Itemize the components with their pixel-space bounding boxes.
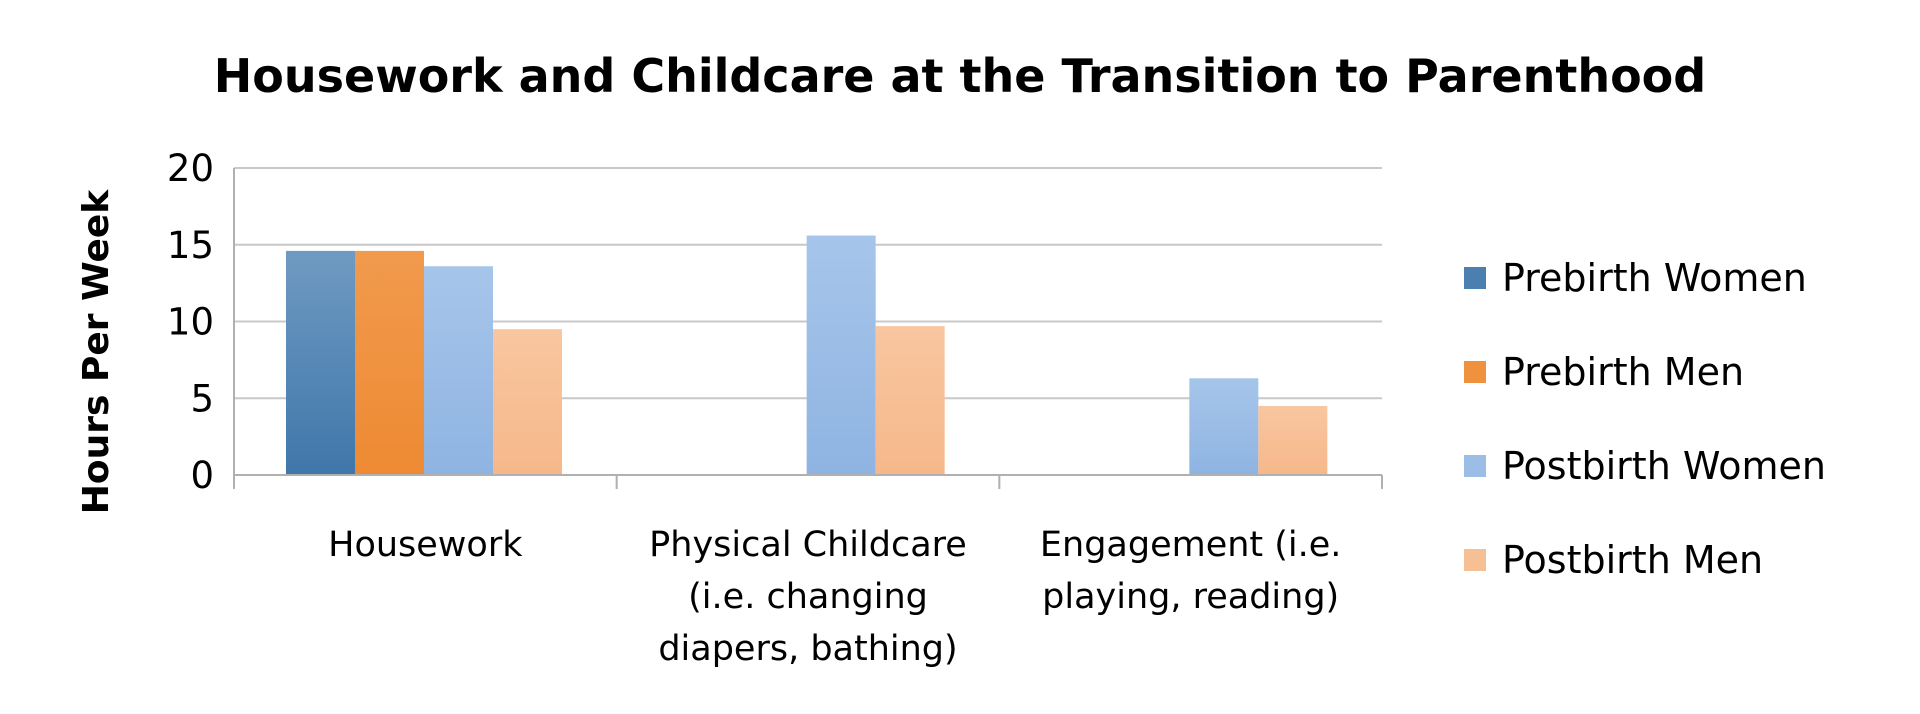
bar-postbirth-women <box>1189 378 1259 475</box>
category-label: Engagement (i.e. playing, reading) <box>1040 525 1342 617</box>
category-label-line: (i.e. changing <box>688 577 928 617</box>
category-label-line: Physical Childcare <box>649 525 967 565</box>
legend: Prebirth Women Prebirth Men Postbirth Wome… <box>1464 256 1826 582</box>
bars <box>286 235 1328 475</box>
bar-postbirth-men <box>493 329 562 475</box>
legend-label: Postbirth Men <box>1502 538 1763 582</box>
legend-swatch <box>1464 361 1486 383</box>
bar-postbirth-men <box>1258 405 1328 475</box>
y-tick-label: 0 <box>190 454 214 497</box>
legend-label: Prebirth Men <box>1502 350 1744 394</box>
category-label-line: Housework <box>328 525 523 565</box>
chart-title: Housework and Childcare at the Transitio… <box>214 49 1706 103</box>
bar-prebirth-women <box>286 250 355 475</box>
category-label-line: playing, reading) <box>1042 577 1339 617</box>
category-label-line: Engagement (i.e. <box>1040 525 1342 565</box>
legend-swatch <box>1464 549 1486 571</box>
legend-label: Postbirth Women <box>1502 444 1826 488</box>
legend-swatch <box>1464 267 1486 289</box>
bar-postbirth-women <box>806 235 876 475</box>
category-label-line: diapers, bathing) <box>658 629 957 669</box>
y-axis-label: Hours Per Week <box>76 189 117 515</box>
bar-prebirth-men <box>355 250 424 475</box>
category-labels: Housework Physical Childcare (i.e. changin… <box>328 525 1341 669</box>
y-tick-label: 15 <box>167 224 214 267</box>
category-label: Housework <box>328 525 523 565</box>
bar-postbirth-men <box>875 326 945 475</box>
y-tick-label: 10 <box>167 301 214 344</box>
bar-postbirth-women <box>424 266 493 475</box>
y-tick-label: 20 <box>167 147 214 190</box>
x-axis <box>233 168 1383 489</box>
y-tick-label: 5 <box>190 377 214 420</box>
legend-swatch <box>1464 455 1486 477</box>
legend-label: Prebirth Women <box>1502 256 1807 300</box>
category-label: Physical Childcare (i.e. changing diapers,… <box>649 525 967 669</box>
y-axis-ticks: 0 5 10 15 20 <box>167 147 214 497</box>
